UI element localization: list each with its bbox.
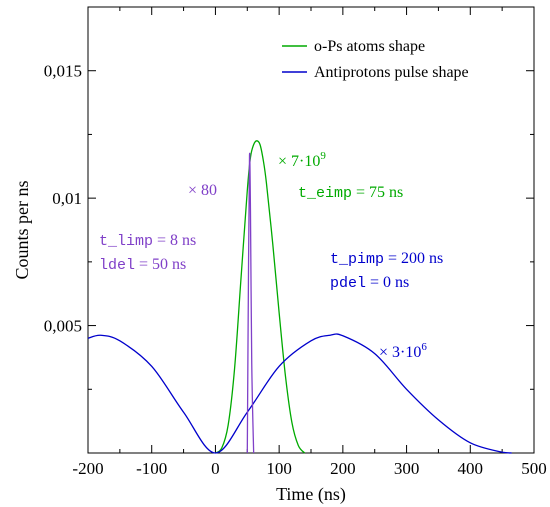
- series-line-antiprotons: [87, 333, 512, 454]
- annotation-pdel: pdel = 0 ns: [330, 274, 409, 292]
- annotation-t-pimp: t_pimp = 200 ns: [330, 250, 443, 268]
- x-axis-label: Time (ns): [276, 484, 346, 505]
- series-line-laser: [246, 152, 255, 454]
- x-tick-label: -100: [136, 459, 167, 478]
- axis-tick-labels: -200 -100 0 100 200 300 400 500 0,005 0,01 0,015: [44, 62, 547, 478]
- x-tick-label: 500: [521, 459, 547, 478]
- axis-ticks: [87, 7, 535, 453]
- y-tick-label: 0,015: [44, 62, 82, 81]
- annotation-ldel: ldel = 50 ns: [99, 256, 186, 274]
- x-tick-label: -200: [72, 459, 103, 478]
- x-tick-label: 0: [211, 459, 220, 478]
- annotation-antiproton-scale: × 3·106: [379, 341, 427, 361]
- annotation-t-eimp: t_eimp = 75 ns: [298, 184, 403, 202]
- legend-label-ops: o-Ps atoms shape: [314, 38, 425, 55]
- x-tick-label: 100: [266, 459, 292, 478]
- y-tick-label: 0,01: [52, 189, 82, 208]
- series-line-ops: [215, 140, 306, 454]
- annotation-t-limp: t_limp = 8 ns: [99, 232, 196, 250]
- x-tick-label: 200: [330, 459, 356, 478]
- legend: o-Ps atoms shape Antiprotons pulse shape: [282, 38, 469, 81]
- y-axis-label: Counts per ns: [12, 181, 32, 280]
- y-tick-label: 0,005: [44, 317, 82, 336]
- annotation-laser-scale: × 80: [188, 182, 217, 199]
- annotation-ops-scale: × 7·109: [278, 150, 326, 170]
- x-tick-label: 300: [394, 459, 420, 478]
- legend-label-antiprotons: Antiprotons pulse shape: [314, 64, 469, 81]
- x-tick-label: 400: [458, 459, 484, 478]
